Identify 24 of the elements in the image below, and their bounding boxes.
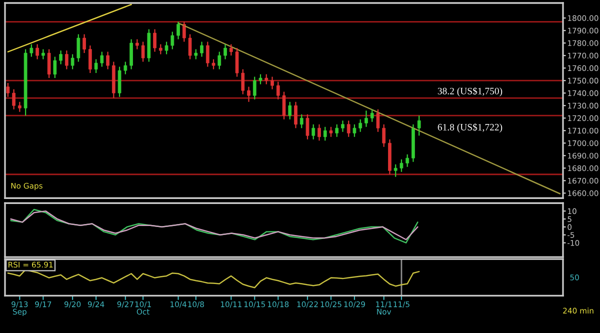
candlestick (141, 41, 145, 62)
line-series (178, 22, 561, 194)
candlestick (158, 44, 162, 55)
candlestick (94, 58, 98, 74)
candlestick (258, 74, 262, 85)
candlestick (376, 108, 380, 132)
candlestick (18, 101, 22, 112)
candlestick (282, 91, 286, 120)
annotation: 38.2 (US$1,750) (438, 87, 502, 96)
candlestick (188, 34, 192, 60)
candlestick (164, 41, 168, 55)
candlestick (264, 74, 268, 85)
candlestick (212, 58, 216, 70)
candlestick (235, 47, 239, 78)
candlestick (118, 66, 122, 98)
candlestick (194, 48, 198, 60)
candlestick (135, 38, 139, 50)
annotation: 61.8 (US$1,722) (438, 123, 502, 132)
candlestick (352, 124, 356, 138)
candlestick (42, 48, 45, 60)
candlestick (400, 158, 404, 172)
candlestick (329, 126, 333, 138)
candlestick (306, 114, 310, 140)
line-series (7, 4, 132, 52)
